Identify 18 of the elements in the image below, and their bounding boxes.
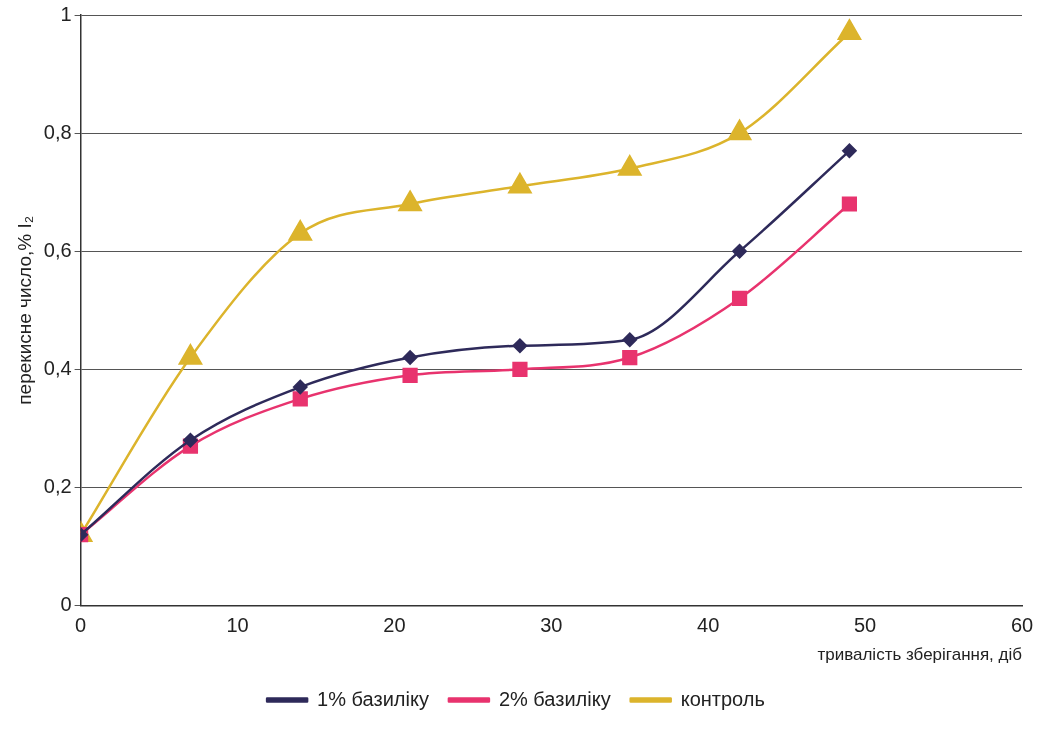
y-tick-label: 0,6 bbox=[43, 238, 72, 261]
x-tick-label: 20 bbox=[383, 614, 406, 637]
y-tick-label: 0 bbox=[60, 593, 72, 616]
y-tick-label: 1 bbox=[60, 2, 72, 25]
y-tick-label: 0,2 bbox=[43, 475, 72, 497]
x-tick-label: 0 bbox=[75, 614, 87, 637]
y-tick-label: 0,4 bbox=[43, 356, 72, 379]
x-tick-label: 60 bbox=[1010, 614, 1034, 637]
y-tick-label: 0,8 bbox=[43, 120, 72, 143]
x-tick-label: 10 bbox=[226, 614, 249, 637]
x-tick-label: 50 bbox=[853, 614, 877, 637]
x-tick-label: 30 bbox=[540, 614, 563, 637]
x-tick-label: 40 bbox=[697, 614, 720, 637]
legend-label: 1% базиліку bbox=[317, 687, 429, 710]
legend-label: 2% базиліку bbox=[498, 687, 611, 710]
x-axis-title: тривалість зберігання, діб bbox=[817, 645, 1023, 665]
legend-label: контроль bbox=[680, 687, 765, 710]
y-axis-title: перекисне число,% I₂ bbox=[13, 215, 35, 405]
